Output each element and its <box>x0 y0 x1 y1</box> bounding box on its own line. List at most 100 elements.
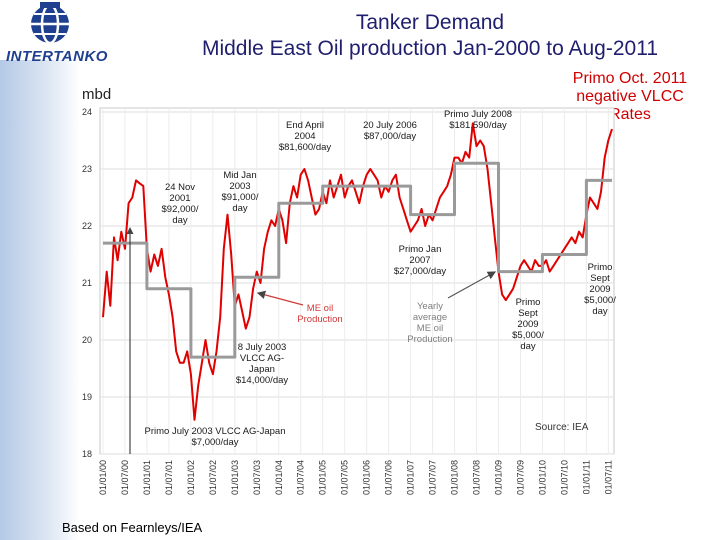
annotation-line: $5,000/ <box>584 295 616 306</box>
globe-icon <box>31 2 69 45</box>
primo-oct-note-line-1: Primo Oct. 2011 <box>572 70 688 87</box>
annotation-a11: Primo Sept 2009 $5,000/day <box>584 262 616 317</box>
source-label: Source: IEA <box>535 422 589 433</box>
annotation-line: Sept <box>590 273 610 284</box>
primo-oct-note-line-3: Rates <box>609 106 651 123</box>
annotation-line: $81,600/day <box>279 142 332 153</box>
annotation-line: End April <box>286 120 324 131</box>
x-tick-label: 01/07/03 <box>252 460 262 495</box>
annotation-a2: Mid Jan 2003 $91,000/day <box>222 170 259 214</box>
x-tick-label: 01/07/11 <box>603 460 613 494</box>
annotation-a9: 8 July 2003 VLCC AG-Japan $14,000/day <box>236 342 289 386</box>
annotation-line: Production <box>407 334 452 345</box>
annotation-a10: Primo Sept 2009 $5,000/day <box>512 297 544 352</box>
annotation-a5: Primo July 2008 $181,590/day <box>444 109 512 131</box>
annotation-line: 2003 <box>229 181 250 192</box>
annotation-line: day <box>232 203 248 214</box>
annotation-line: Sept <box>518 308 538 319</box>
annotation-line: 2009 <box>517 319 538 330</box>
annotation-line: day <box>520 341 536 352</box>
annotation-a1: 24 Nov 2001 $92,000/day <box>162 182 199 226</box>
x-tick-label: 01/01/09 <box>493 460 503 495</box>
me-production-arrow <box>256 290 304 306</box>
annotation-line: Primo July 2008 <box>444 109 512 120</box>
footer-note: Based on Fearnleys/IEA <box>62 520 203 535</box>
annotation-line: Japan <box>249 364 275 375</box>
side-gradient-band <box>0 60 80 540</box>
yearly-average-line <box>103 161 612 359</box>
annotation-line: Primo <box>588 262 613 273</box>
x-tick-label: 01/01/08 <box>450 460 460 495</box>
y-tick-label: 20 <box>82 335 92 345</box>
x-tick-label: 01/01/05 <box>318 460 328 495</box>
annotation-line: day <box>172 215 188 226</box>
annotation-line: ME oil <box>307 303 333 314</box>
page-title: Tanker Demand Middle East Oil production… <box>150 10 710 62</box>
x-tick-label: 01/07/02 <box>208 460 218 495</box>
annotation-line: 2009 <box>589 284 610 295</box>
annotation-line: VLCC AG- <box>240 353 284 364</box>
y-tick-label: 23 <box>82 164 92 174</box>
x-tick-label: 01/01/01 <box>142 460 152 495</box>
x-tick-label: 01/07/01 <box>164 460 174 495</box>
annotation-a6: Primo Jan 2007 $27,000/day <box>394 244 447 277</box>
grid-lines <box>100 108 614 455</box>
annotation-a12: Primo July 2003 VLCC AG-Japan $7,000/day <box>145 426 286 448</box>
annotation-a3: End April 2004 $81,600/day <box>279 120 332 153</box>
x-tick-label: 01/01/11 <box>581 460 591 494</box>
y-tick-label: 21 <box>82 278 92 288</box>
x-tick-label: 01/07/09 <box>515 460 525 495</box>
x-tick-label: 01/01/07 <box>406 460 416 495</box>
title-line-1: Tanker Demand <box>355 11 505 34</box>
x-tick-label: 01/01/04 <box>274 460 284 495</box>
annotation-line: Primo <box>516 297 541 308</box>
series-lines <box>102 122 613 421</box>
annotation-line: $14,000/day <box>236 375 289 386</box>
annotation-line: $87,000/day <box>364 131 417 142</box>
annotation-line: Primo July 2003 VLCC AG-Japan <box>145 426 286 437</box>
annotation-line: $5,000/ <box>512 330 544 341</box>
x-tick-label: 01/07/07 <box>428 460 438 495</box>
yearly-average-arrow <box>447 271 497 299</box>
x-tick-label: 01/01/00 <box>98 460 108 495</box>
x-tick-labels: 01/01/00 01/07/00 01/01/01 01/07/01 01/01/02… <box>98 460 613 495</box>
intertanko-logo: INTERTANKO <box>0 0 140 85</box>
annotation-line: Production <box>297 314 342 325</box>
annotation-line: 2001 <box>169 193 190 204</box>
y-tick-label: 19 <box>82 392 92 402</box>
x-tick-label: 01/07/05 <box>340 460 350 495</box>
annotation-line: $27,000/day <box>394 266 447 277</box>
primo-oct-note: Primo Oct. 2011 negative VLCC Rates <box>550 70 710 124</box>
x-tick-label: 01/01/06 <box>362 460 372 495</box>
annotation-line: day <box>592 306 608 317</box>
logo-wordmark: INTERTANKO <box>6 48 108 65</box>
title-line-2: Middle East Oil production Jan-2000 to A… <box>201 37 659 60</box>
y-tick-labels: 18 19 20 21 22 23 24 <box>82 107 92 459</box>
annotation-line: Primo Jan <box>399 244 442 255</box>
annotation-line: average <box>413 312 447 323</box>
x-tick-label: 01/01/03 <box>230 460 240 495</box>
annotation-line: 2004 <box>294 131 315 142</box>
annotation-line: $7,000/day <box>191 437 238 448</box>
annotation-line: 2007 <box>409 255 430 266</box>
x-tick-label: 01/07/08 <box>472 460 482 495</box>
annotation-a4: 20 July 2006 $87,000/day <box>363 120 417 142</box>
x-tick-label: 01/01/02 <box>186 460 196 495</box>
annotation-line: 24 Nov <box>165 182 195 193</box>
x-tick-label: 01/07/10 <box>559 460 569 495</box>
primo-oct-note-line-2: negative VLCC <box>576 88 684 105</box>
y-tick-label: 24 <box>82 107 92 117</box>
plot-area <box>99 107 615 455</box>
annotation-a7: ME oil Production <box>297 303 342 325</box>
annotation-arrows <box>126 227 497 454</box>
x-tick-label: 01/01/10 <box>537 460 547 495</box>
monthly-production-line <box>102 122 613 421</box>
x-tick-label: 01/07/06 <box>384 460 394 495</box>
annotation-a8: Yearly average ME oil Production <box>407 301 452 345</box>
y-tick-label: 22 <box>82 221 92 231</box>
annotation-line: Mid Jan <box>223 170 256 181</box>
annotation-line: $92,000/ <box>162 204 199 215</box>
x-tick-label: 01/07/04 <box>296 460 306 495</box>
